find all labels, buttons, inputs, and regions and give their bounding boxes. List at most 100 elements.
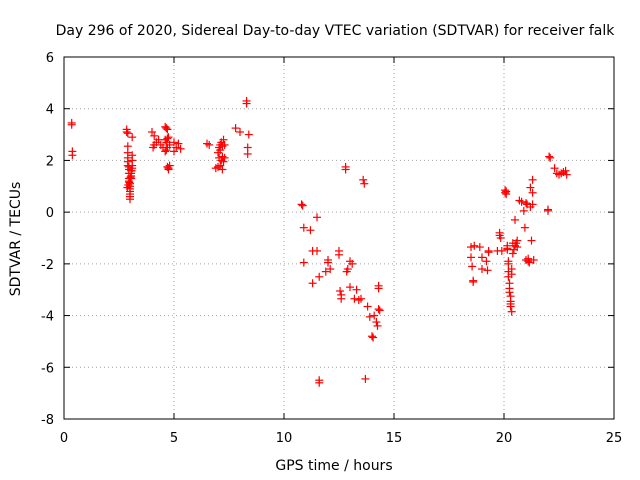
y-tick-label: 2 [46,154,54,169]
data-point [369,333,378,342]
data-point [484,248,493,257]
data-point [346,283,354,292]
data-point [513,236,522,245]
data-point [375,306,384,315]
data-point [526,183,535,192]
data-point [550,164,559,173]
y-tick-label: 0 [46,206,54,221]
data-point [170,138,178,147]
data-point [336,287,345,296]
plot-frame [63,56,615,420]
data-point [164,133,173,142]
data-point [68,151,77,160]
data-point [359,175,368,184]
data-point [326,265,335,274]
data-point [174,139,183,148]
data-point [517,197,526,206]
data-point [352,285,361,294]
data-point [370,311,379,320]
data-point [231,124,240,133]
data-point [335,250,343,259]
data-point [299,258,308,267]
data-point [341,165,350,174]
y-tick-label: 6 [46,51,54,66]
data-point [125,178,134,187]
data-point [483,266,492,275]
data-point [528,200,537,209]
data-point [67,120,76,129]
data-point [243,149,252,158]
data-points [67,96,571,387]
y-tick-label: -8 [41,413,54,428]
data-point [220,153,229,162]
x-tick-label: 15 [386,431,403,446]
data-point [162,146,171,155]
data-point [470,241,479,250]
data-point [467,243,475,252]
x-tick-label: 10 [276,431,293,446]
data-point [544,206,552,215]
data-point [219,135,228,144]
data-point [308,279,317,288]
y-tick-label: 4 [46,103,54,118]
data-point [313,246,321,255]
data-point [205,140,214,149]
data-point [123,129,132,138]
data-point [508,249,517,258]
data-point [128,133,137,142]
data-point [522,199,530,208]
data-point [374,281,383,290]
data-point [148,127,156,136]
data-point [128,151,137,160]
data-point [150,131,159,140]
data-point [126,173,135,182]
data-point [467,253,475,262]
data-point [504,259,513,268]
data-point [519,206,528,215]
data-point [324,255,332,264]
data-point [495,228,504,237]
data-point [165,140,174,149]
data-point [313,213,321,222]
data-point [306,226,315,235]
data-point [165,161,174,170]
data-point [163,125,172,134]
data-point [520,223,529,232]
data-point [374,305,383,314]
data-point [315,378,324,387]
data-point [496,234,505,242]
x-tick-label: 0 [60,431,68,446]
chart-title: Day 296 of 2020, Sidereal Day-to-day VTE… [56,23,616,39]
data-point [365,312,374,321]
data-point [122,127,131,136]
data-point [505,288,514,297]
data-point [242,96,251,105]
data-point [236,127,244,136]
x-tick-label: 5 [170,431,178,446]
y-axis-label: SDTVAR / TECUs [8,182,24,297]
x-axis-label: GPS time / hours [275,458,392,474]
data-point [545,152,554,161]
data-point [244,130,253,139]
data-point [368,332,376,341]
data-point [507,265,516,274]
data-point [372,318,381,327]
data-point [511,215,519,224]
data-point [162,124,171,133]
data-point [220,140,229,149]
data-point [360,179,369,188]
y-tick-label: -6 [41,361,54,376]
data-point [127,166,136,175]
data-point [343,265,352,274]
data-point [297,200,306,209]
x-tick-label: 25 [606,431,623,446]
data-point [361,374,370,383]
y-tick-label: -4 [41,310,54,325]
data-point [127,174,136,183]
data-point [497,246,506,255]
data-point [546,153,555,162]
data-point [218,165,227,174]
y-tick-labels: -8 -6 -4 -2 0 2 4 6 [41,51,54,428]
data-point [337,294,346,303]
